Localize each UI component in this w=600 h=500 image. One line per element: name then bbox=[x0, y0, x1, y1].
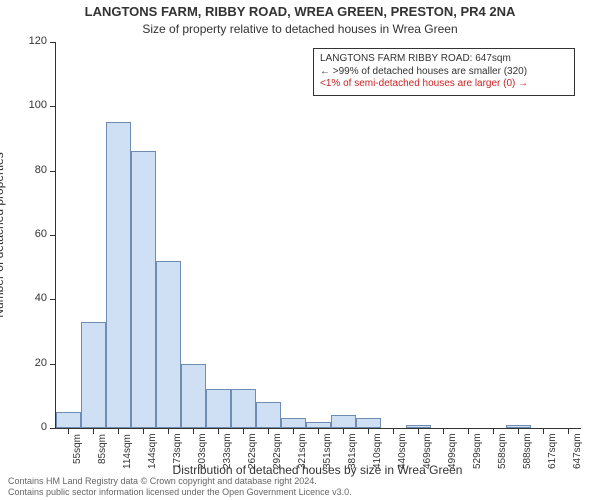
x-tick-mark bbox=[318, 429, 319, 434]
y-tick-label: 120 bbox=[17, 35, 47, 47]
footer-line-1: Contains HM Land Registry data © Crown c… bbox=[8, 476, 352, 487]
histogram-bar bbox=[231, 389, 256, 428]
footer-attribution: Contains HM Land Registry data © Crown c… bbox=[8, 476, 352, 498]
y-tick-label: 100 bbox=[17, 99, 47, 111]
y-tick-label: 40 bbox=[17, 292, 47, 304]
histogram-bar bbox=[281, 418, 306, 428]
x-tick-label: 85sqm bbox=[97, 433, 108, 463]
annotation-line-3: <1% of semi-detached houses are larger (… bbox=[320, 78, 568, 91]
y-axis-label: Number of detached properties bbox=[0, 42, 12, 428]
x-tick-mark bbox=[468, 429, 469, 434]
x-tick-label: 173sqm bbox=[172, 433, 183, 469]
y-tick-mark bbox=[50, 235, 55, 236]
x-tick-label: 499sqm bbox=[447, 433, 458, 469]
x-tick-label: 647sqm bbox=[572, 433, 583, 469]
x-tick-mark bbox=[443, 429, 444, 434]
footer-line-2: Contains public sector information licen… bbox=[8, 487, 352, 498]
chart-title: LANGTONS FARM, RIBBY ROAD, WREA GREEN, P… bbox=[0, 4, 600, 19]
histogram-bar bbox=[81, 322, 106, 428]
histogram-bar bbox=[206, 389, 231, 428]
x-tick-label: 410sqm bbox=[372, 433, 383, 469]
x-tick-label: 262sqm bbox=[247, 433, 258, 469]
histogram-bar bbox=[356, 418, 381, 428]
x-tick-mark bbox=[93, 429, 94, 434]
x-tick-mark bbox=[218, 429, 219, 434]
y-tick-mark bbox=[50, 428, 55, 429]
annotation-box: LANGTONS FARM RIBBY ROAD: 647sqm ← >99% … bbox=[313, 48, 575, 96]
x-tick-mark bbox=[368, 429, 369, 434]
x-tick-label: 114sqm bbox=[122, 434, 133, 469]
histogram-bar bbox=[406, 425, 431, 428]
x-tick-mark bbox=[343, 429, 344, 434]
annotation-line-1: LANGTONS FARM RIBBY ROAD: 647sqm bbox=[320, 53, 568, 66]
histogram-bar bbox=[331, 415, 356, 428]
x-tick-label: 529sqm bbox=[472, 433, 483, 469]
x-tick-label: 351sqm bbox=[322, 433, 333, 469]
histogram-bar bbox=[181, 364, 206, 428]
x-tick-mark bbox=[568, 429, 569, 434]
x-tick-label: 381sqm bbox=[347, 433, 358, 469]
y-tick-mark bbox=[50, 299, 55, 300]
histogram-bar bbox=[131, 151, 156, 428]
y-tick-label: 60 bbox=[17, 228, 47, 240]
x-tick-label: 292sqm bbox=[272, 433, 283, 469]
x-tick-mark bbox=[168, 429, 169, 434]
x-tick-label: 144sqm bbox=[147, 433, 158, 469]
x-tick-label: 588sqm bbox=[522, 433, 533, 469]
y-tick-mark bbox=[50, 364, 55, 365]
x-tick-label: 617sqm bbox=[547, 433, 558, 469]
x-tick-mark bbox=[243, 429, 244, 434]
chart-subtitle: Size of property relative to detached ho… bbox=[0, 22, 600, 36]
x-tick-label: 440sqm bbox=[397, 433, 408, 469]
x-tick-label: 469sqm bbox=[422, 433, 433, 469]
x-tick-mark bbox=[543, 429, 544, 434]
x-tick-mark bbox=[393, 429, 394, 434]
y-tick-label: 0 bbox=[17, 421, 47, 433]
x-tick-label: 558sqm bbox=[497, 433, 508, 469]
x-tick-mark bbox=[118, 429, 119, 434]
x-tick-mark bbox=[418, 429, 419, 434]
y-tick-mark bbox=[50, 171, 55, 172]
chart-frame: LANGTONS FARM, RIBBY ROAD, WREA GREEN, P… bbox=[0, 0, 600, 500]
x-tick-mark bbox=[518, 429, 519, 434]
histogram-bar bbox=[306, 422, 331, 428]
x-tick-mark bbox=[193, 429, 194, 434]
x-tick-label: 233sqm bbox=[222, 433, 233, 469]
y-tick-label: 80 bbox=[17, 164, 47, 176]
x-tick-mark bbox=[68, 429, 69, 434]
histogram-bar bbox=[156, 261, 181, 428]
x-tick-mark bbox=[268, 429, 269, 434]
histogram-bar bbox=[106, 122, 131, 428]
x-tick-mark bbox=[493, 429, 494, 434]
x-tick-mark bbox=[293, 429, 294, 434]
y-tick-label: 20 bbox=[17, 357, 47, 369]
x-tick-label: 321sqm bbox=[297, 433, 308, 469]
y-tick-mark bbox=[50, 42, 55, 43]
plot-area: LANGTONS FARM RIBBY ROAD: 647sqm ← >99% … bbox=[55, 42, 581, 429]
histogram-bar bbox=[506, 425, 531, 428]
y-tick-mark bbox=[50, 106, 55, 107]
histogram-bar bbox=[256, 402, 281, 428]
annotation-line-2: ← >99% of detached houses are smaller (3… bbox=[320, 66, 568, 79]
x-tick-mark bbox=[143, 429, 144, 434]
histogram-bar bbox=[56, 412, 81, 428]
x-tick-label: 203sqm bbox=[197, 433, 208, 469]
x-tick-label: 55sqm bbox=[72, 433, 83, 463]
